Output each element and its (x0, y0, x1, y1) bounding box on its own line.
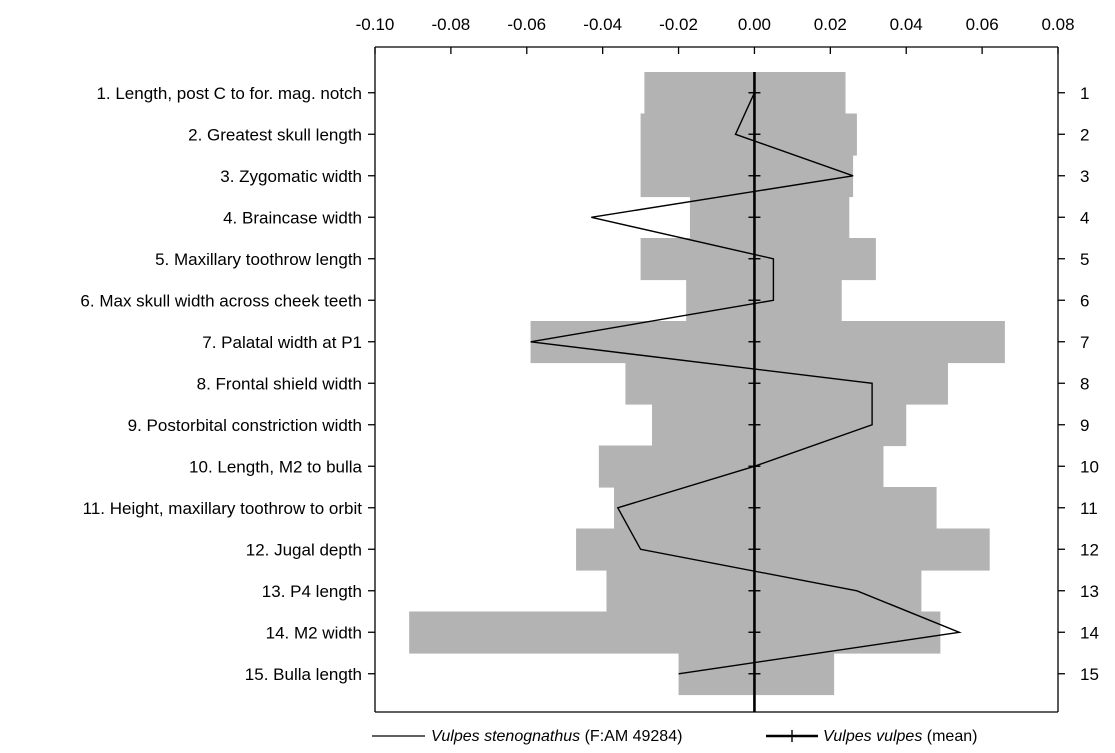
row-number-label: 3 (1080, 167, 1089, 186)
x-tick-label: -0.02 (659, 15, 698, 34)
range-bar (598, 445, 884, 488)
legend-label-stenognathus: Vulpes stenognathus (F:AM 49284) (431, 728, 682, 745)
x-tick-label: -0.10 (356, 15, 395, 34)
x-tick-label: -0.04 (583, 15, 622, 34)
row-number-label: 5 (1080, 250, 1089, 269)
category-label: 2. Greatest skull length (188, 125, 362, 144)
row-number-label: 14 (1080, 623, 1099, 642)
range-bar (625, 362, 948, 405)
category-label: 1. Length, post C to for. mag. notch (96, 84, 362, 103)
range-bars (409, 72, 1005, 696)
category-label: 4. Braincase width (223, 208, 362, 227)
range-bar (644, 72, 846, 115)
row-number-label: 13 (1080, 582, 1099, 601)
row-number-label: 8 (1080, 374, 1089, 393)
row-number-label: 9 (1080, 416, 1089, 435)
row-number-label: 12 (1080, 540, 1099, 559)
legend: Vulpes stenognathus (F:AM 49284) Vulpes v… (372, 728, 977, 745)
category-label: 7. Palatal width at P1 (202, 333, 362, 352)
category-label: 14. M2 width (266, 623, 362, 642)
range-bar (530, 321, 1005, 364)
category-label: 8. Frontal shield width (197, 374, 362, 393)
axes (368, 46, 1065, 713)
range-bar (409, 611, 941, 654)
category-label: 5. Maxillary toothrow length (155, 250, 362, 269)
category-label: 11. Height, maxillary toothrow to orbit (83, 499, 363, 518)
x-tick-label: -0.08 (432, 15, 471, 34)
range-bar (614, 487, 937, 530)
row-number-label: 1 (1080, 84, 1089, 103)
category-labels: 1. Length, post C to for. mag. notch 12. … (80, 84, 1099, 684)
category-label: 9. Postorbital constriction width (128, 416, 362, 435)
x-tick-label: 0.06 (966, 15, 999, 34)
x-tick-label: 0.02 (814, 15, 847, 34)
row-number-label: 11 (1080, 499, 1098, 518)
series-lines (530, 72, 962, 712)
row-number-label: 6 (1080, 291, 1089, 310)
range-bar (606, 570, 922, 613)
range-bar (689, 196, 850, 239)
category-label: 13. P4 length (262, 582, 362, 601)
x-tick-label: 0.04 (890, 15, 923, 34)
x-tick-label: -0.06 (507, 15, 546, 34)
tick-labels: -0.10 -0.08 -0.06 -0.04 -0.02 0.00 0.02 0.04 0.0… (356, 15, 1075, 34)
range-bar (686, 279, 842, 322)
row-number-label: 7 (1080, 333, 1089, 352)
row-number-label: 15 (1080, 665, 1099, 684)
row-number-label: 10 (1080, 457, 1099, 476)
vulpes-stenognathus-line (530, 92, 962, 675)
row-number-label: 4 (1080, 208, 1089, 227)
row-number-label: 2 (1080, 125, 1089, 144)
range-bar (576, 528, 990, 571)
category-label: 6. Max skull width across cheek teeth (80, 291, 362, 310)
category-label: 15. Bulla length (245, 665, 362, 684)
range-bar (640, 155, 854, 198)
legend-label-vulpes: Vulpes vulpes (mean) (823, 728, 977, 745)
x-tick-label: 0.00 (738, 15, 771, 34)
range-bar (651, 404, 907, 447)
category-label: 12. Jugal depth (246, 540, 362, 559)
category-label: 10. Length, M2 to bulla (189, 457, 363, 476)
x-tick-label: 0.08 (1041, 15, 1074, 34)
category-label: 3. Zygomatic width (220, 167, 362, 186)
